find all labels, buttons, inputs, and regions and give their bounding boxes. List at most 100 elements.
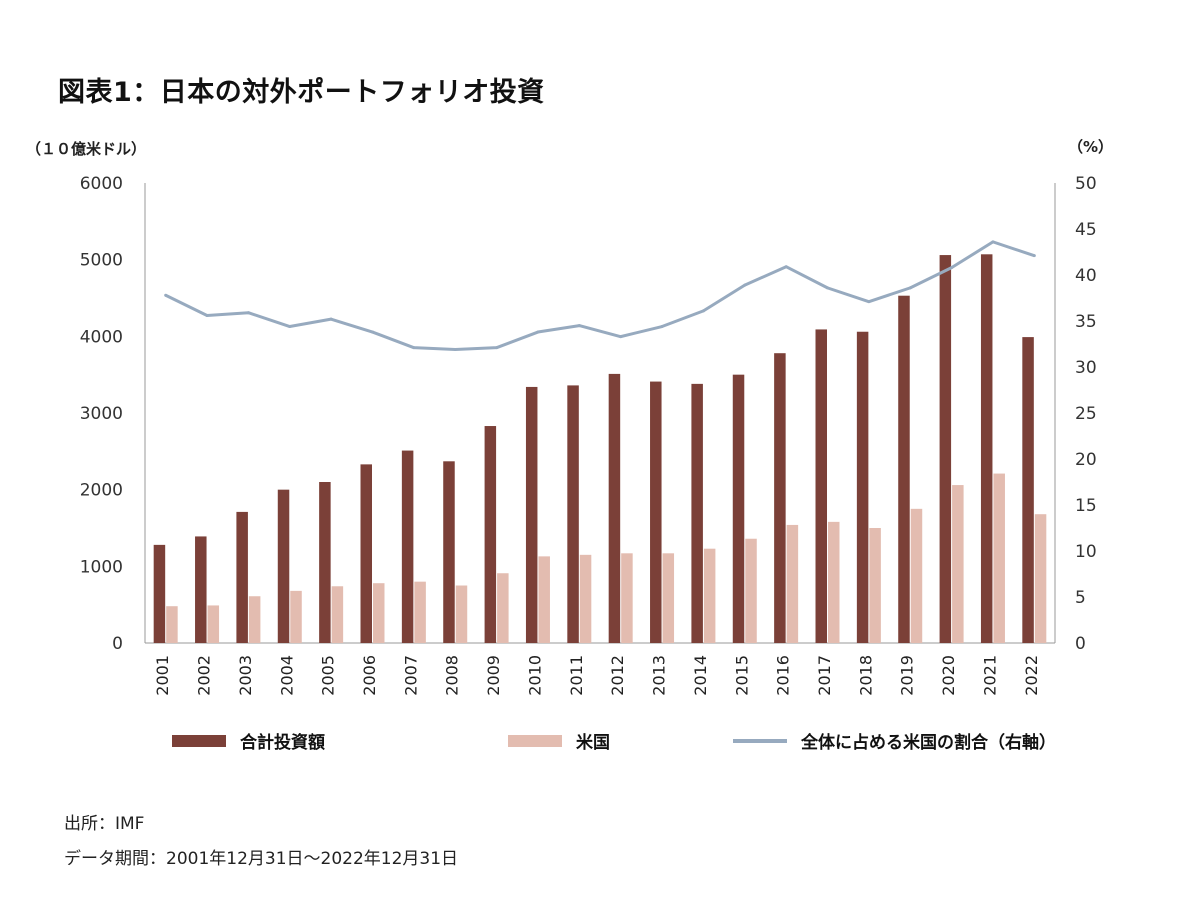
bar-total [980,254,993,644]
bar-total [898,295,910,643]
left-tick-label: 2000 [80,481,123,501]
right-tick-label: 50 [1075,174,1097,194]
right-tick-label: 40 [1075,266,1097,286]
bar-us [207,605,220,643]
legend-label-share: 全体に占める米国の割合（右軸） [801,733,1056,753]
x-tick-label: 2005 [319,655,338,696]
x-tick-label: 2002 [195,655,214,696]
bar-total [236,511,248,643]
bar-total [567,385,579,643]
share-point [701,309,705,313]
legend-total: 合計投資額 [172,728,325,753]
share-line [165,240,1035,352]
left-tick-label: 3000 [80,404,123,424]
bar-us [993,473,1005,643]
legend-share: 全体に占める米国の割合（右軸） [733,728,1056,753]
share-point [950,266,954,270]
share-point [246,311,250,315]
bar-total [856,331,869,643]
bar-us [828,521,840,643]
right-tick-label: 35 [1075,312,1097,332]
share-point [164,293,168,297]
right-tick-label: 25 [1075,404,1097,424]
left-tick-label: 0 [112,634,123,654]
legend-swatch-us [508,734,562,747]
share-point [619,335,623,339]
bar-us [662,553,675,643]
legend-label-us: 米国 [576,733,610,753]
legend-swatch-total [172,734,226,747]
x-tick-label: 2009 [484,655,503,696]
bar-total [1022,337,1034,643]
x-tick-label: 2020 [939,655,958,696]
x-tick-label: 2007 [401,655,420,696]
share-point [412,346,416,350]
bar-us [703,548,716,643]
right-tick-label: 0 [1075,634,1086,654]
right-tick-label: 20 [1075,450,1097,470]
bar-us [621,553,633,643]
x-tick-label: 2013 [650,655,669,696]
x-tick-label: 2015 [732,655,751,696]
share-point [660,325,664,329]
bar-us [414,581,426,643]
bar-total [650,381,662,643]
x-tick-label: 2012 [608,655,627,696]
bar-us [538,556,550,643]
x-tick-label: 2016 [774,655,793,696]
x-tick-label: 2018 [856,655,875,696]
right-axis-unit: （%） [1068,138,1114,156]
share-point [743,283,747,287]
bar-us [373,583,385,643]
share-point [991,240,995,244]
x-tick-label: 2008 [443,655,462,696]
share-point [205,313,209,317]
bar-us [869,528,881,643]
right-tick-label: 45 [1075,220,1097,240]
chart-title: 図表1：日本の対外ポートフォリオ投資 [58,77,545,108]
bar-total [319,482,331,643]
bar-total [401,450,414,643]
bar-us [786,524,799,643]
share-point [826,286,829,290]
share-point [536,330,540,334]
x-tick-label: 2014 [691,655,710,696]
bar-us [497,573,509,643]
x-tick-label: 2010 [525,655,544,696]
right-tick-label: 15 [1075,496,1097,516]
share-point [1032,254,1036,258]
legend-label-total: 合計投資額 [240,733,325,753]
x-tick-label: 2006 [360,655,379,696]
bar-total [774,353,786,643]
x-tick-label: 2019 [898,655,917,696]
share-point [329,317,333,321]
x-tick-label: 2003 [236,655,255,696]
bar-total [277,489,290,643]
bar-total [360,464,372,643]
share-point [867,300,871,304]
right-tick-label: 10 [1075,542,1097,562]
x-tick-label: 2021 [980,655,999,696]
share-point [371,330,374,334]
x-tick-label: 2001 [153,655,172,696]
legend-us: 米国 [508,728,610,753]
bar-us [331,586,344,643]
share-point [495,346,499,350]
x-tick-label: 2017 [815,655,834,696]
bar-total [525,386,538,643]
bar-total [608,373,621,643]
share-point [784,265,788,269]
share-point [288,325,292,329]
bar-us [1034,514,1047,643]
legend-swatch-share [733,738,787,743]
bar-total [815,329,827,643]
bar-total [732,374,745,643]
share-point [453,348,457,352]
x-tick-label: 2004 [277,655,296,696]
left-tick-label: 5000 [80,251,123,271]
left-tick-label: 1000 [80,557,123,577]
bar-total [939,255,952,644]
bar-us [910,508,923,643]
period-note: データ期間：2001年12月31日〜2022年12月31日 [64,849,459,869]
